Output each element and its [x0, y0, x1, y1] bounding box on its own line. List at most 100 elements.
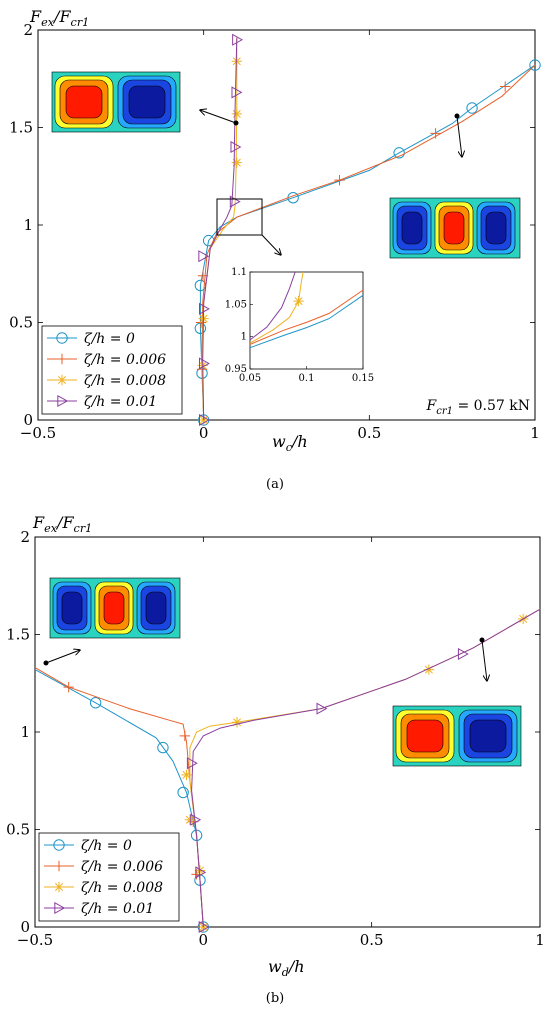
inset-y-tick-label: 0.95 [225, 364, 247, 375]
legend-swatch-marker [53, 881, 65, 893]
y-tick-label: 0.5 [6, 821, 30, 839]
data-point-marker [316, 702, 328, 715]
y-tick-label: 0 [20, 918, 30, 936]
series-line-2 [189, 608, 541, 928]
mode-shape-contour-a1 [51, 71, 181, 133]
data-point-marker [231, 717, 243, 728]
data-point-marker [231, 56, 242, 67]
data-point-marker [423, 664, 435, 675]
y-axis-label-a: Fex/Fcr1 [29, 7, 89, 29]
data-point-marker [157, 741, 169, 754]
legend-entry: ζ/h = 0.006 [81, 859, 163, 875]
legend-swatch-marker [53, 860, 65, 872]
x-tick-label: 0.5 [357, 424, 381, 442]
legend-b: ζ/h = 0 ζ/h = 0.006 ζ/h = 0.008 ζ/h = 0.01 [38, 832, 180, 922]
y-tick-label: 1 [20, 723, 30, 741]
inset-plot: 0.05 0.1 0.15 0.95 1 1.05 1.1 [225, 267, 374, 384]
legend-swatch-marker [54, 901, 66, 915]
data-point-marker [190, 813, 202, 826]
data-point-marker [199, 357, 210, 370]
data-point-marker [457, 647, 469, 661]
arrow-b2 [481, 639, 487, 681]
data-point-marker [230, 140, 242, 154]
inset-series-line-3 [249, 271, 296, 341]
data-point-marker [231, 157, 242, 168]
data-point-marker [194, 322, 207, 335]
inset-x-tick-label: 0.1 [299, 373, 315, 384]
legend-entry: ζ/h = 0.01 [81, 901, 154, 917]
data-point-marker [195, 866, 207, 879]
zoom-arrow [261, 234, 281, 255]
caption-a: (a) [266, 477, 284, 492]
x-tick-label: 0 [199, 424, 209, 442]
inset-y-tick-label: 1 [241, 332, 247, 343]
data-point-marker [181, 769, 192, 781]
annotation-fcr1: Fcr1 = 0.57 kN [426, 398, 530, 417]
arrow-b1 [45, 650, 80, 664]
data-point-marker [334, 174, 345, 186]
data-point-marker [197, 270, 209, 281]
x-tick-label: 1 [530, 424, 540, 442]
legend-entry: ζ/h = 0.01 [84, 394, 157, 410]
legend-a: ζ/h = 0 ζ/h = 0.006 ζ/h = 0.008 ζ/h = 0.01 [41, 325, 183, 415]
data-point-marker [231, 108, 242, 120]
legend-swatch-marker [56, 353, 68, 365]
y-tick-label: 2 [20, 528, 30, 546]
legend-entry: ζ/h = 0 [81, 838, 132, 854]
data-point-marker [184, 814, 196, 825]
x-axis-label-b: wd/h [268, 957, 305, 979]
series-line-3 [191, 608, 541, 928]
mode-shape-contour-b2 [392, 705, 522, 767]
y-axis-label-b: Fex/Fcr1 [32, 513, 92, 535]
data-point-marker [198, 921, 209, 933]
data-point-marker [231, 86, 243, 99]
legend-entry: ζ/h = 0.008 [81, 880, 163, 896]
x-axis-label-a: wc/h [272, 432, 308, 454]
inset-x-tick-label: 0.15 [352, 373, 374, 384]
legend-swatch-marker [57, 394, 69, 408]
x-tick-label: 0.5 [360, 931, 384, 949]
inset-x-tick-label: 0.05 [239, 373, 261, 384]
y-tick-label: 1.5 [9, 119, 33, 137]
y-tick-label: 2 [23, 21, 33, 39]
data-point-marker [430, 128, 441, 139]
x-tick-label: −0.5 [20, 424, 56, 442]
mode-shape-contour-a2 [389, 197, 521, 259]
legend-entry: ζ/h = 0.006 [84, 352, 166, 368]
data-point-marker [199, 302, 210, 315]
data-point-marker [232, 33, 244, 46]
legend-swatch-marker [56, 332, 68, 344]
data-point-marker [89, 697, 102, 709]
y-tick-label: 1.5 [6, 626, 30, 644]
x-tick-label: 0 [199, 931, 209, 949]
data-point-marker [179, 730, 191, 742]
caption-b: (b) [266, 991, 284, 1006]
y-tick-label: 0 [23, 411, 33, 429]
inset-data-marker [293, 295, 304, 307]
data-point-marker [198, 920, 210, 934]
panel-a: −0.5 0 0.5 100.511.52 Fex/Fcr1 wc/h (a) Fcr… [9, 7, 541, 492]
inset-series-line-1 [249, 289, 364, 345]
y-tick-label: 0.5 [9, 314, 33, 332]
data-point-marker [198, 250, 210, 263]
data-point-marker [199, 413, 210, 427]
data-point-marker [393, 147, 405, 159]
arrow-a1 [200, 110, 237, 124]
zoom-box [216, 198, 263, 236]
data-point-marker [63, 681, 74, 693]
mode-shape-contour-b1 [49, 577, 181, 639]
data-point-marker [499, 81, 511, 92]
data-point-marker [186, 757, 198, 770]
series-line-3 [202, 37, 238, 421]
data-point-marker [529, 59, 541, 71]
data-point-marker [177, 786, 189, 799]
inset-series-line-2 [249, 271, 304, 344]
inset-series-line-0 [249, 294, 364, 349]
data-point-marker [194, 865, 206, 876]
x-tick-label: 1 [535, 931, 545, 949]
data-point-marker [466, 102, 478, 114]
inset-y-tick-label: 1.1 [231, 267, 247, 278]
legend-entry: ζ/h = 0 [84, 331, 135, 347]
